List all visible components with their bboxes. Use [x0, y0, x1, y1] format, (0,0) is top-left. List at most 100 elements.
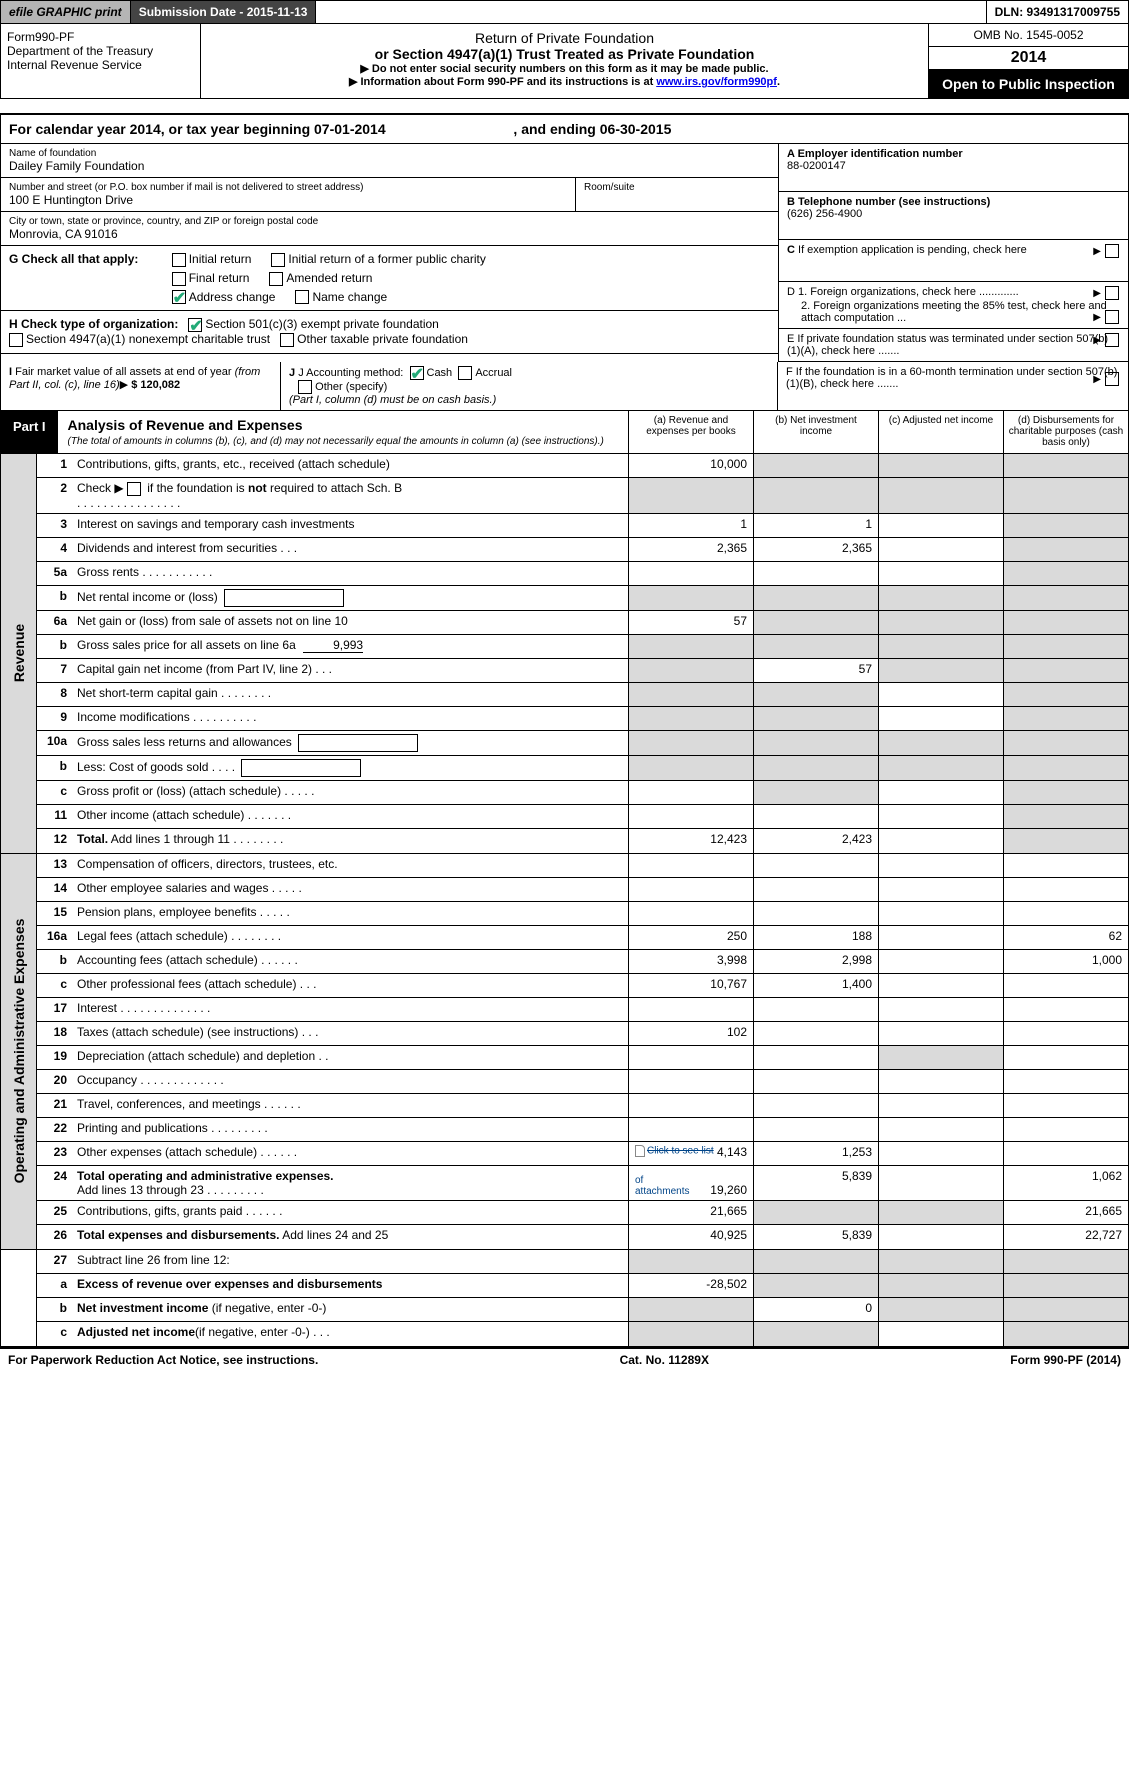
row-16c: Other professional fees (attach schedule… [73, 974, 628, 998]
form-header: Form990-PF Department of the Treasury In… [0, 24, 1129, 99]
chk-c[interactable] [1105, 244, 1119, 258]
i-value: $ 120,082 [131, 379, 180, 391]
irs-link[interactable]: www.irs.gov/form990pf [656, 76, 777, 88]
chk-amended-return[interactable] [269, 272, 283, 286]
chk-name-change[interactable] [295, 290, 309, 304]
part1-title: Analysis of Revenue and Expenses [68, 417, 303, 433]
row-6a: Net gain or (loss) from sale of assets n… [73, 611, 628, 635]
phone-label: B Telephone number (see instructions) [787, 196, 990, 208]
row-7: Capital gain net income (from Part IV, l… [73, 659, 628, 683]
d1-label: D 1. Foreign organizations, check here .… [787, 286, 1120, 298]
d2-label: 2. Foreign organizations meeting the 85%… [801, 300, 1120, 324]
form-year: 2014 [929, 47, 1128, 70]
chk-schB[interactable] [127, 482, 141, 496]
row-24: Total operating and administrative expen… [73, 1166, 628, 1201]
row-3: Interest on savings and temporary cash i… [73, 514, 628, 538]
chk-d1[interactable] [1105, 286, 1119, 300]
paperwork-notice: For Paperwork Reduction Act Notice, see … [8, 1353, 318, 1367]
row-5b: Net rental income or (loss) [73, 586, 628, 611]
j-note: (Part I, column (d) must be on cash basi… [289, 394, 496, 406]
row-2: Check ▶ if the foundation is not require… [73, 478, 628, 514]
expenses-side-label: Operating and Administrative Expenses [11, 919, 27, 1184]
form-number: Form990-PF [7, 30, 194, 44]
row-11: Other income (attach schedule) . . . . .… [73, 805, 628, 829]
efile-print-button[interactable]: efile GRAPHIC print [1, 1, 131, 23]
col-b-header: (b) Net investment income [753, 411, 878, 453]
c-label: If exemption application is pending, che… [798, 244, 1027, 256]
address-label: Number and street (or P.O. box number if… [9, 182, 567, 193]
revenue-side-label: Revenue [11, 624, 27, 682]
foundation-name: Dailey Family Foundation [9, 159, 770, 173]
form-subtitle: or Section 4947(a)(1) Trust Treated as P… [207, 46, 922, 62]
part1-note: (The total of amounts in columns (b), (c… [68, 436, 604, 447]
row-27b: Net investment income (if negative, ente… [73, 1298, 628, 1322]
row-1: Contributions, gifts, grants, etc., rece… [73, 454, 628, 478]
form-title: Return of Private Foundation [207, 30, 922, 46]
col-a-header: (a) Revenue and expenses per books [628, 411, 753, 453]
row-14: Other employee salaries and wages . . . … [73, 878, 628, 902]
row-27c: Adjusted net income(if negative, enter -… [73, 1322, 628, 1346]
chk-address-change[interactable] [172, 290, 186, 304]
phone: (626) 256-4900 [787, 208, 862, 220]
row-8: Net short-term capital gain . . . . . . … [73, 683, 628, 707]
chk-f[interactable] [1105, 372, 1119, 386]
chk-501c3[interactable] [188, 318, 202, 332]
dln: DLN: 93491317009755 [987, 1, 1128, 23]
name-label: Name of foundation [9, 148, 770, 159]
city: Monrovia, CA 91016 [9, 227, 770, 241]
ein: 88-0200147 [787, 160, 846, 172]
chk-final-return[interactable] [172, 272, 186, 286]
chk-d2[interactable] [1105, 310, 1119, 324]
omb-number: OMB No. 1545-0052 [929, 24, 1128, 47]
chk-initial-return[interactable] [172, 253, 186, 267]
ssn-warning: ▶ Do not enter social security numbers o… [207, 62, 922, 75]
attachments-link[interactable]: Click to see list [635, 1145, 714, 1162]
chk-accrual[interactable] [458, 366, 472, 380]
info-line: ▶ Information about Form 990-PF and its … [207, 75, 922, 88]
page-footer: For Paperwork Reduction Act Notice, see … [0, 1347, 1129, 1371]
submission-date: Submission Date - 2015-11-13 [131, 1, 317, 23]
chk-cash[interactable] [410, 366, 424, 380]
paperclip-icon [635, 1145, 645, 1157]
h-check-row: H Check type of organization: Section 50… [1, 311, 778, 354]
row-4: Dividends and interest from securities .… [73, 538, 628, 562]
attachments-text: ofattachments [635, 1175, 689, 1197]
row-17: Interest . . . . . . . . . . . . . . [73, 998, 628, 1022]
part1-header: Part I Analysis of Revenue and Expenses … [1, 411, 1128, 454]
chk-4947[interactable] [9, 333, 23, 347]
chk-initial-former[interactable] [271, 253, 285, 267]
row-10a: Gross sales less returns and allowances [73, 731, 628, 756]
row-18: Taxes (attach schedule) (see instruction… [73, 1022, 628, 1046]
col-c-header: (c) Adjusted net income [878, 411, 1003, 453]
row-6b: Gross sales price for all assets on line… [73, 635, 628, 659]
row-21: Travel, conferences, and meetings . . . … [73, 1094, 628, 1118]
city-label: City or town, state or province, country… [9, 216, 770, 227]
row-19: Depreciation (attach schedule) and deple… [73, 1046, 628, 1070]
row-25: Contributions, gifts, grants paid . . . … [73, 1201, 628, 1225]
room-label: Room/suite [584, 182, 770, 193]
row-13: Compensation of officers, directors, tru… [73, 854, 628, 878]
f-label: F If the foundation is in a 60-month ter… [786, 366, 1117, 390]
irs-label: Internal Revenue Service [7, 58, 194, 72]
part1-tag: Part I [1, 411, 58, 453]
row-15: Pension plans, employee benefits . . . .… [73, 902, 628, 926]
chk-other-taxable[interactable] [280, 333, 294, 347]
form-body: For calendar year 2014, or tax year begi… [0, 113, 1129, 1347]
open-inspection: Open to Public Inspection [929, 70, 1128, 98]
row-20: Occupancy . . . . . . . . . . . . . [73, 1070, 628, 1094]
chk-other-method[interactable] [298, 380, 312, 394]
row-23: Other expenses (attach schedule) . . . .… [73, 1142, 628, 1166]
row-16a: Legal fees (attach schedule) . . . . . .… [73, 926, 628, 950]
address: 100 E Huntington Drive [9, 193, 567, 207]
g-check-row: G Check all that apply: Initial return I… [1, 246, 778, 311]
row-10c: Gross profit or (loss) (attach schedule)… [73, 781, 628, 805]
cat-no: Cat. No. 11289X [620, 1353, 709, 1367]
e-label: E If private foundation status was termi… [787, 333, 1108, 357]
row-12: Total. Total. Add lines 1 through 11 . .… [73, 829, 628, 853]
form-ref: Form 990-PF (2014) [1010, 1353, 1121, 1367]
chk-e[interactable] [1105, 333, 1119, 347]
row-9: Income modifications . . . . . . . . . . [73, 707, 628, 731]
row-27a: Excess of revenue over expenses and disb… [73, 1274, 628, 1298]
row-5a: Gross rents . . . . . . . . . . . [73, 562, 628, 586]
row-26: Total expenses and disbursements. Add li… [73, 1225, 628, 1249]
